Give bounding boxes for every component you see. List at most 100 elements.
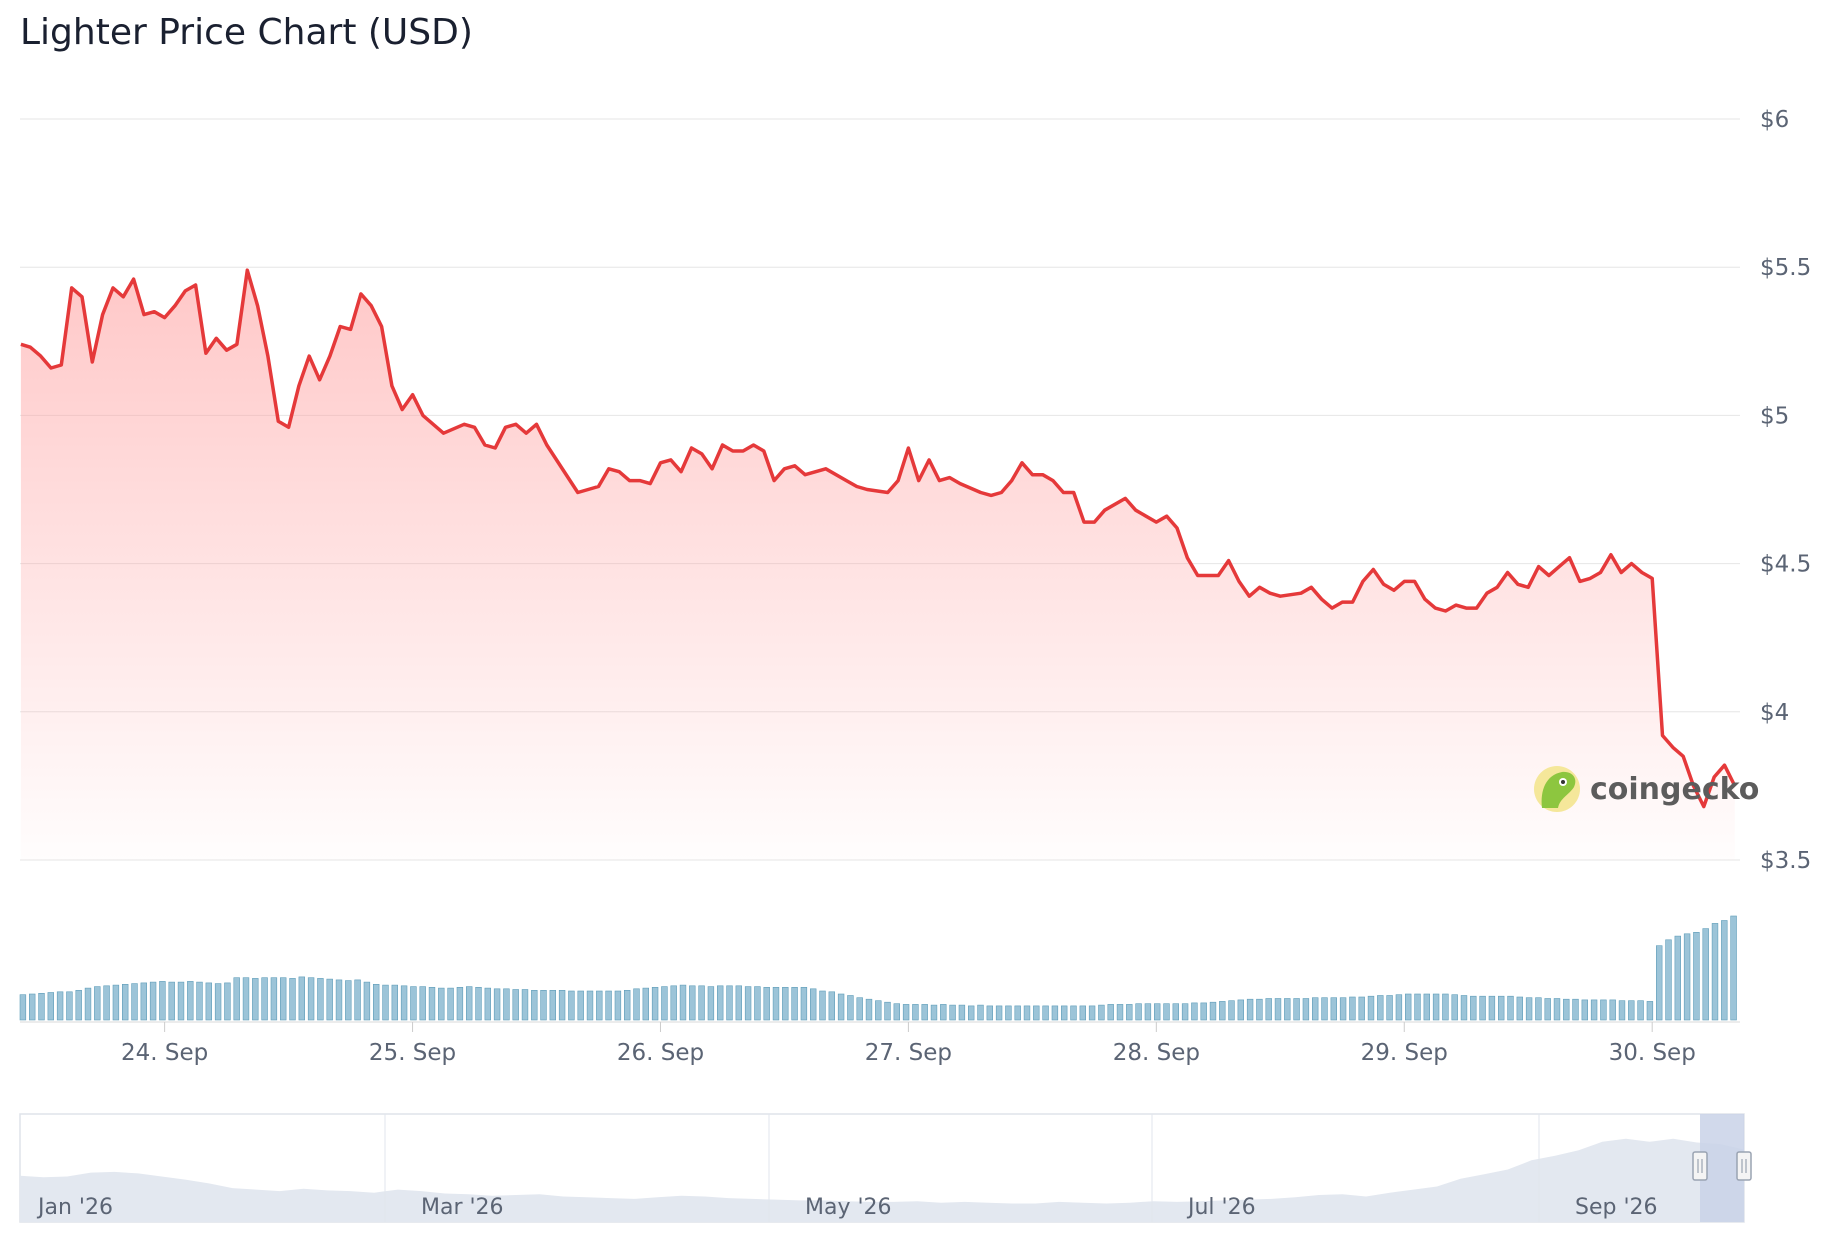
volume-bar — [1693, 931, 1700, 1021]
x-tick-label: 28. Sep — [1113, 1040, 1200, 1066]
volume-bar — [131, 983, 138, 1021]
volume-bar — [1228, 1000, 1235, 1021]
volume-bar — [1553, 998, 1561, 1021]
volume-bar — [1563, 998, 1570, 1021]
volume-bar — [1191, 1002, 1198, 1021]
volume-bar — [782, 986, 789, 1021]
volume-bar — [224, 982, 231, 1021]
volume-bar — [289, 978, 296, 1021]
handle-grip-icon[interactable] — [1692, 1151, 1708, 1181]
navigator-tick-label: Jul '26 — [1186, 1195, 1256, 1220]
range-navigator[interactable]: Jan '26 Mar '26 May '26 Jul '26 Sep '26 — [19, 1113, 1752, 1223]
volume-bar — [1116, 1004, 1124, 1021]
volume-bar — [140, 982, 147, 1021]
volume-bar — [270, 977, 278, 1021]
volume-bar — [651, 986, 659, 1021]
volume-bar — [512, 989, 519, 1021]
volume-bar — [828, 991, 836, 1021]
volume-bar — [689, 985, 696, 1021]
volume-bar — [503, 988, 510, 1021]
volume-bar — [623, 989, 631, 1021]
volume-bar — [47, 992, 55, 1021]
volume-bar — [1609, 999, 1616, 1021]
volume-bar — [159, 981, 166, 1021]
x-tick-label: 25. Sep — [369, 1040, 456, 1066]
handle-grip-icon[interactable] — [1736, 1151, 1752, 1181]
volume-bar — [66, 991, 73, 1021]
y-axis-ticks: $6 $5.5 $5 $4.5 $4 $3.5 — [1760, 107, 1811, 874]
y-tick-label: $4.5 — [1760, 552, 1811, 578]
volume-bar — [1246, 998, 1254, 1021]
volume-bar — [1525, 997, 1533, 1021]
y-tick-label: $4 — [1760, 700, 1789, 726]
volume-bar — [865, 998, 873, 1021]
volume-bar — [642, 987, 650, 1021]
volume-bar — [196, 981, 203, 1021]
volume-bar — [893, 1003, 901, 1021]
volume-bar — [1423, 993, 1431, 1021]
volume-bar — [1172, 1003, 1180, 1021]
navigator-left-handle[interactable] — [1692, 1151, 1708, 1181]
volume-bar — [317, 978, 324, 1021]
volume-bar — [1349, 996, 1356, 1021]
volume-bar — [679, 984, 687, 1021]
volume-bar — [1219, 1001, 1226, 1021]
volume-bar — [1460, 995, 1468, 1021]
volume-bar — [558, 989, 566, 1021]
volume-bar — [1135, 1003, 1142, 1021]
volume-bar — [837, 993, 845, 1021]
volume-bar — [1544, 998, 1551, 1021]
x-tick-label: 30. Sep — [1609, 1040, 1696, 1066]
volume-bar — [847, 995, 854, 1021]
volume-bar — [112, 984, 120, 1021]
volume-bar — [1237, 999, 1245, 1021]
volume-bar — [661, 986, 668, 1021]
volume-bar — [809, 988, 817, 1021]
volume-bar — [1033, 1005, 1040, 1021]
volume-bar — [1284, 998, 1291, 1021]
volume-bar — [493, 988, 501, 1021]
navigator-tick-label: Sep '26 — [1575, 1195, 1658, 1220]
volume-bar — [1256, 998, 1263, 1021]
volume-bar — [1321, 997, 1328, 1021]
navigator-tick-label: May '26 — [805, 1195, 892, 1220]
volume-bar — [1470, 995, 1477, 1021]
volume-bar — [912, 1004, 919, 1021]
navigator-right-handle[interactable] — [1736, 1151, 1752, 1181]
volume-bar — [122, 983, 129, 1021]
volume-bar — [1600, 999, 1607, 1021]
volume-bar — [716, 985, 724, 1021]
volume-bar — [744, 986, 752, 1021]
volume-bar — [977, 1004, 984, 1021]
volume-bar — [986, 1005, 994, 1021]
x-tick-label: 29. Sep — [1361, 1040, 1448, 1066]
volume-bar — [1051, 1005, 1059, 1021]
volume-bar — [1442, 993, 1449, 1021]
volume-bar — [1154, 1003, 1161, 1021]
volume-bar — [1665, 939, 1672, 1021]
price-line[interactable] — [20, 268, 1737, 809]
volume-bar — [754, 986, 761, 1021]
volume-bar — [1181, 1003, 1189, 1021]
volume-bar — [354, 979, 361, 1021]
volume-bar — [707, 986, 715, 1021]
volume-bar — [428, 986, 436, 1021]
volume-bar — [1590, 999, 1598, 1021]
volume-bar — [958, 1004, 966, 1021]
volume-bar — [168, 981, 175, 1021]
volume-bar — [1098, 1004, 1105, 1021]
volume-bar — [28, 993, 36, 1021]
volume-bar — [1088, 1005, 1096, 1021]
x-axis-ticks: 24. Sep 25. Sep 26. Sep 27. Sep 28. Sep 29. S… — [121, 1022, 1696, 1066]
volume-bar — [345, 980, 352, 1021]
volume-bar — [698, 985, 705, 1021]
volume-bar — [568, 990, 575, 1021]
volume-bar — [84, 987, 92, 1021]
volume-bar — [930, 1004, 938, 1021]
volume-bar — [726, 985, 733, 1021]
volume-bar — [1070, 1005, 1077, 1021]
navigator-tick-label: Mar '26 — [421, 1195, 504, 1220]
volume-bar — [56, 991, 64, 1021]
volume-bar — [233, 977, 240, 1021]
